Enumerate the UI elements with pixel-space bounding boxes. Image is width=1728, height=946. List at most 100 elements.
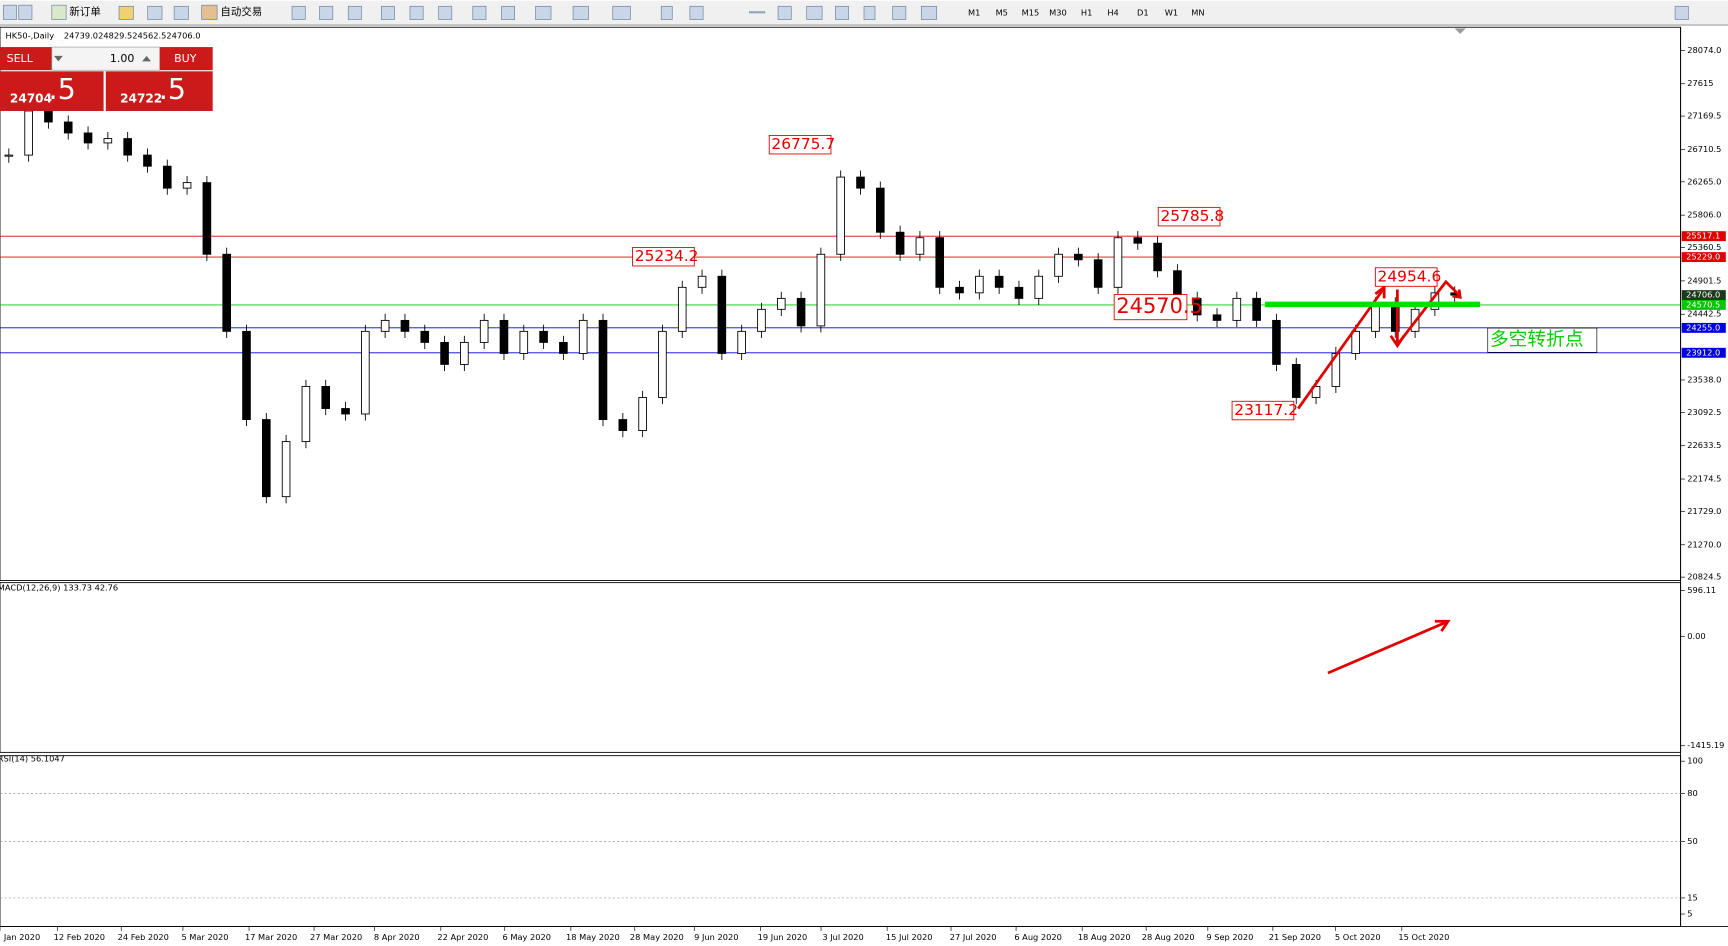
price-note: 25234.2 xyxy=(635,247,699,265)
candle xyxy=(1054,253,1063,277)
timeframes: M1 M5 M15 M30 H1 H4 D1 W1 MN xyxy=(968,7,1205,17)
candle xyxy=(677,286,687,332)
rsi-tick-label: 100 xyxy=(1687,756,1703,766)
timeframe-button[interactable]: M30 xyxy=(1049,7,1067,17)
candle xyxy=(1311,385,1321,398)
timeframe-button[interactable]: M1 xyxy=(968,7,980,17)
candle xyxy=(1291,363,1301,398)
date-label: 6 Aug 2020 xyxy=(1014,932,1062,942)
date-label: 12 Feb 2020 xyxy=(54,932,105,942)
sell-button[interactable] xyxy=(0,47,52,71)
candle xyxy=(994,275,1004,288)
buy-button[interactable] xyxy=(159,47,213,71)
candle xyxy=(1014,286,1024,299)
level-label: 23912.0 xyxy=(1686,347,1720,357)
candle xyxy=(499,319,509,354)
timeframe-button[interactable]: M15 xyxy=(1022,7,1040,17)
ask-tail: .5 xyxy=(159,72,186,106)
candle xyxy=(24,110,33,156)
price-note-box xyxy=(1231,400,1295,421)
candle xyxy=(1252,297,1261,321)
candle xyxy=(519,330,529,354)
date-label: 17 Mar 2020 xyxy=(245,932,297,942)
candle xyxy=(717,275,727,354)
bid-main: 24704 xyxy=(10,91,52,105)
timeframe-button[interactable]: H1 xyxy=(1081,7,1092,17)
level-tag xyxy=(1681,252,1726,263)
ohlc-value: 24739.0 xyxy=(64,31,98,41)
candle xyxy=(1034,275,1044,299)
level-label: 25517.1 xyxy=(1686,231,1720,241)
y-tick-label: 25806.0 xyxy=(1687,210,1721,220)
date-axis: Jan 2020 12 Feb 2020 24 Feb 2020 5 Mar 2020… xyxy=(0,926,1449,942)
y-tick-label: 24442.5 xyxy=(1687,309,1721,319)
candle xyxy=(341,408,350,415)
date-label: 24 Feb 2020 xyxy=(118,932,169,942)
candle xyxy=(776,297,786,310)
y-tick-label: 23538.0 xyxy=(1687,374,1721,384)
date-label: 9 Jun 2020 xyxy=(694,932,738,942)
candle xyxy=(1074,253,1083,261)
price-note: 23117.2 xyxy=(1234,401,1298,419)
macd-area xyxy=(0,582,1682,753)
candle xyxy=(737,330,746,354)
candle xyxy=(440,341,449,365)
candle xyxy=(935,237,945,288)
volume-up[interactable] xyxy=(142,55,151,62)
one-click-trading xyxy=(0,46,213,111)
pivot-note: 多空转折点 xyxy=(1490,330,1584,351)
date-label: 18 May 2020 xyxy=(566,932,620,942)
candle xyxy=(658,330,667,398)
timeframe-button[interactable]: D1 xyxy=(1137,7,1149,17)
date-label: 21 Sep 2020 xyxy=(1269,932,1321,942)
y-tick-label: 20824.5 xyxy=(1687,572,1721,582)
rsi-tick-label: 5 xyxy=(1687,909,1692,919)
volume-input[interactable] xyxy=(51,46,161,71)
symbol: HK50-,Daily xyxy=(6,31,55,41)
date-label: 5 Mar 2020 xyxy=(181,932,228,942)
volume-down[interactable] xyxy=(54,55,63,62)
candle xyxy=(281,441,291,498)
candle xyxy=(915,237,925,255)
y-tick-label: 21270.0 xyxy=(1687,539,1721,549)
candle xyxy=(1371,303,1380,332)
price-note: 25785.8 xyxy=(1160,207,1224,225)
price-note-box xyxy=(1113,294,1188,321)
rsi-tick-label: 50 xyxy=(1687,836,1698,846)
candle xyxy=(123,138,132,156)
timeframe-button[interactable]: H4 xyxy=(1107,7,1118,17)
candle xyxy=(420,330,430,343)
pivot-note-box xyxy=(1487,327,1598,353)
candle xyxy=(1153,242,1162,272)
candle xyxy=(757,308,766,332)
candle xyxy=(1093,259,1103,288)
candle xyxy=(638,397,647,431)
price-note: 24570.5 xyxy=(1116,294,1203,318)
macd-label: MACD(12,26,9) 133.73 42.76 xyxy=(0,583,118,593)
indicators: MACD(12,26,9) 133.73 42.76 596.11 0.00 -141… xyxy=(0,583,1724,919)
bid-box[interactable] xyxy=(0,71,104,111)
price-note-box xyxy=(768,135,832,155)
auto-trading-button[interactable]: 自动交易 xyxy=(220,5,262,18)
candle xyxy=(361,330,370,415)
ask-box[interactable] xyxy=(105,71,213,111)
candle xyxy=(1133,237,1143,244)
timeframe-button[interactable]: MN xyxy=(1191,7,1204,17)
date-label: 28 May 2020 xyxy=(630,932,684,942)
toolbar-icons xyxy=(2,4,1689,20)
timeframe-button[interactable]: W1 xyxy=(1165,7,1178,17)
candle xyxy=(697,275,707,288)
ask-main: 24722 xyxy=(120,91,162,105)
candle xyxy=(618,419,628,431)
new-order-button[interactable]: 新订单 xyxy=(69,5,100,18)
timeframe-button[interactable]: M5 xyxy=(996,7,1008,17)
rsi-tick-label: 80 xyxy=(1687,788,1698,798)
volume-value[interactable]: 1.00 xyxy=(110,52,135,65)
candle xyxy=(876,187,885,233)
candle xyxy=(1272,319,1281,365)
buy-label[interactable]: BUY xyxy=(174,52,197,65)
price-note: 26775.7 xyxy=(771,135,835,153)
sell-label[interactable]: SELL xyxy=(7,52,34,65)
price-note-box xyxy=(632,247,695,267)
